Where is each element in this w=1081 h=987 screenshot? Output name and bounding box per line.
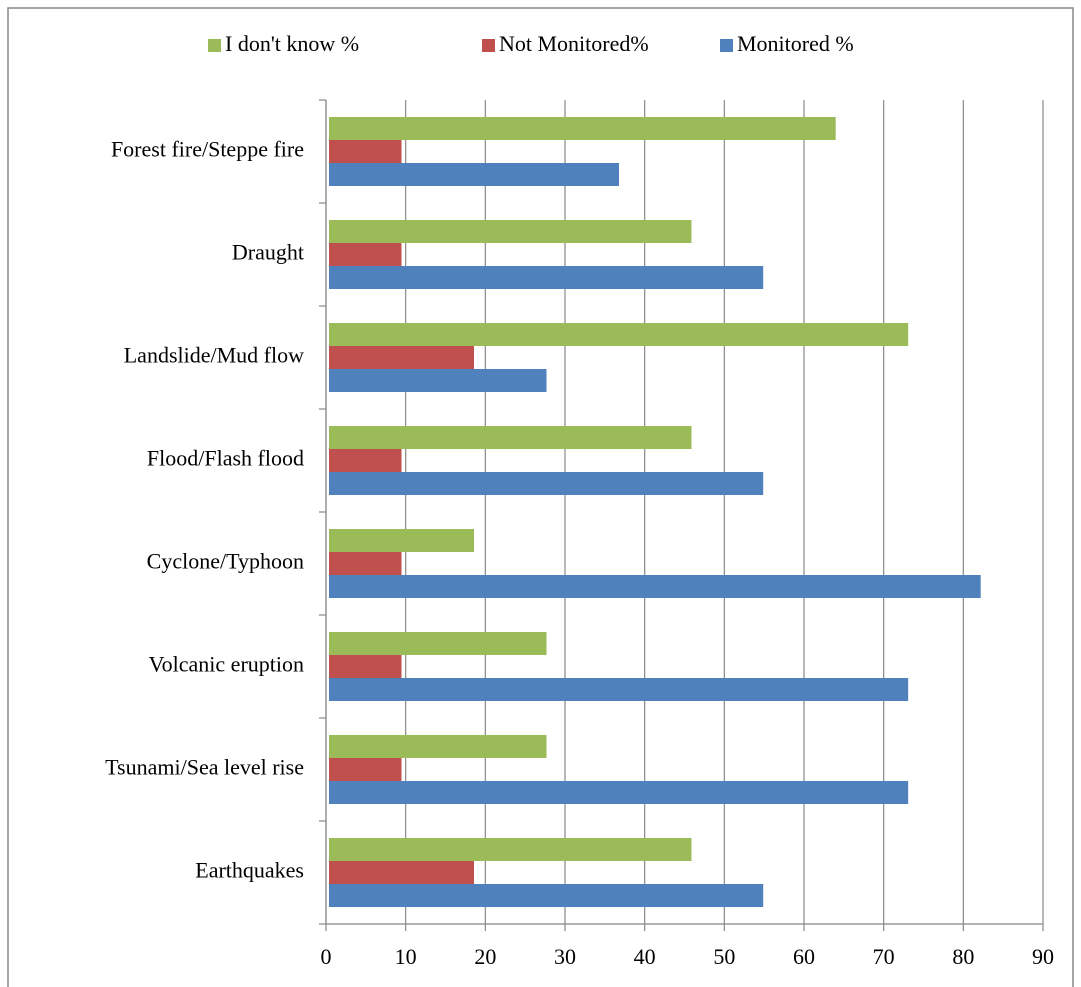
legend-label: I don't know % [225,31,359,56]
bar [329,243,402,266]
bar [329,266,764,289]
x-tick-label: 50 [713,944,735,969]
bar [329,369,547,392]
bar [329,163,619,186]
bar [329,655,402,678]
x-tick-label: 40 [634,944,656,969]
bar [329,323,909,346]
x-tick-label: 30 [554,944,576,969]
bar [329,449,402,472]
x-tick-label: 10 [395,944,417,969]
y-tick-label: Flood/Flash flood [147,446,304,471]
legend-label: Not Monitored% [499,31,649,56]
x-tick-label: 20 [474,944,496,969]
bar [329,884,764,907]
y-tick-label: Forest fire/Steppe fire [111,137,304,162]
bar [329,861,474,884]
bar [329,575,981,598]
x-tick-label: 80 [952,944,974,969]
bar [329,758,402,781]
legend-swatch [720,39,733,52]
y-tick-label: Draught [232,240,304,265]
bar [329,117,836,140]
x-tick-label: 0 [321,944,332,969]
legend-swatch [208,39,221,52]
bar [329,140,402,163]
bar [329,632,547,655]
y-tick-label: Earthquakes [195,858,304,883]
bar [329,552,402,575]
x-tick-label: 60 [793,944,815,969]
y-tick-label: Landslide/Mud flow [124,343,304,368]
legend-label: Monitored % [737,31,854,56]
bar [329,472,764,495]
x-tick-label: 70 [873,944,895,969]
bar [329,529,474,552]
legend-swatch [482,39,495,52]
y-tick-label: Cyclone/Typhoon [147,549,304,574]
y-tick-label: Volcanic eruption [149,652,304,677]
bar [329,735,547,758]
bar [329,220,692,243]
bar [329,838,692,861]
y-tick-label: Tsunami/Sea level rise [105,755,304,780]
bar [329,781,909,804]
bar [329,678,909,701]
x-tick-label: 90 [1032,944,1054,969]
bar [329,346,474,369]
bar [329,426,692,449]
